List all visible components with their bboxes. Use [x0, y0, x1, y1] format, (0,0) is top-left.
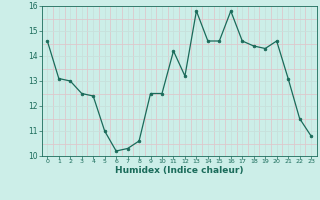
X-axis label: Humidex (Indice chaleur): Humidex (Indice chaleur) — [115, 166, 244, 175]
